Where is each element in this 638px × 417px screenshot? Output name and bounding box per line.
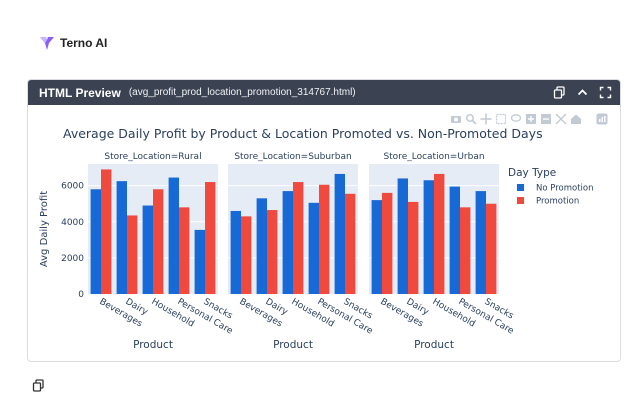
autoscale-icon[interactable] xyxy=(555,112,567,125)
legend-item: No Promotion xyxy=(536,184,594,194)
legend-swatch xyxy=(517,197,524,204)
bar-promotion xyxy=(179,207,190,294)
y-axis-label: Avg Daily Profit xyxy=(39,191,50,267)
bar-promotion xyxy=(382,192,393,294)
html-preview-panel: HTML Preview (avg_profit_prod_location_p… xyxy=(27,79,621,362)
brand-name: Terno AI xyxy=(60,36,108,50)
y-tick-label: 6000 xyxy=(61,182,84,192)
zoom-icon[interactable] xyxy=(465,112,477,125)
lasso-icon[interactable] xyxy=(510,112,522,124)
bar-no-promotion xyxy=(282,191,293,294)
plotly-logo-icon[interactable] xyxy=(596,112,608,125)
chart-title: Average Daily Profit by Product & Locati… xyxy=(63,126,543,141)
bar-no-promotion xyxy=(230,210,241,294)
bar-promotion xyxy=(101,169,112,294)
copy-icon[interactable] xyxy=(32,379,45,397)
bar-promotion xyxy=(486,203,497,294)
bar-no-promotion xyxy=(449,186,460,294)
zoom-out-icon[interactable] xyxy=(540,112,552,124)
legend-title: Day Type xyxy=(508,167,556,179)
facet-label: Store_Location=Suburban xyxy=(234,152,351,162)
copy-icon[interactable] xyxy=(553,86,566,99)
y-tick-label: 2000 xyxy=(61,254,84,264)
brand: Terno AI xyxy=(40,36,107,50)
bar-promotion xyxy=(345,193,356,294)
chevron-up-icon[interactable] xyxy=(576,86,589,99)
bar-promotion xyxy=(293,182,304,294)
pan-icon[interactable] xyxy=(480,112,492,125)
bar-chart: Average Daily Profit by Product & Locati… xyxy=(39,126,594,351)
bar-promotion xyxy=(434,173,445,294)
panel-title: HTML Preview xyxy=(39,85,121,100)
panel-header: HTML Preview (avg_profit_prod_location_p… xyxy=(28,80,620,105)
bar-promotion xyxy=(205,182,216,294)
bar-no-promotion xyxy=(475,191,486,294)
bar-promotion xyxy=(127,215,138,294)
legend-swatch xyxy=(517,184,524,191)
fullscreen-icon[interactable] xyxy=(599,86,612,99)
bar-no-promotion xyxy=(116,181,127,294)
terno-logo-icon xyxy=(40,36,54,50)
bar-promotion xyxy=(153,189,164,294)
facet-label: Store_Location=Rural xyxy=(104,152,201,162)
chart-modebar xyxy=(450,112,608,125)
panel-filename: (avg_profit_prod_location_promotion_3147… xyxy=(128,87,356,98)
bar-no-promotion xyxy=(397,178,408,294)
reset-axes-icon[interactable] xyxy=(570,112,582,124)
x-axis-label: Product xyxy=(273,339,313,351)
y-tick-label: 0 xyxy=(78,290,84,300)
camera-icon[interactable] xyxy=(450,112,462,124)
bar-no-promotion xyxy=(371,200,382,294)
x-axis-label: Product xyxy=(133,339,173,351)
x-axis-label: Product xyxy=(414,339,454,351)
box-select-icon[interactable] xyxy=(495,112,507,125)
chart-area: Average Daily Profit by Product & Locati… xyxy=(28,105,620,361)
modebar-spacer xyxy=(585,112,593,124)
bar-no-promotion xyxy=(142,205,153,294)
bar-no-promotion xyxy=(334,173,345,294)
panel-header-actions xyxy=(553,86,612,99)
bar-promotion xyxy=(267,210,278,294)
bar-promotion xyxy=(460,207,471,294)
y-tick-label: 4000 xyxy=(61,218,84,228)
bar-no-promotion xyxy=(256,198,267,294)
bar-no-promotion xyxy=(194,229,205,294)
bar-promotion xyxy=(408,201,419,294)
bar-promotion xyxy=(319,184,330,294)
bar-no-promotion xyxy=(90,189,101,294)
bar-no-promotion xyxy=(308,202,319,294)
bar-promotion xyxy=(241,216,252,294)
bar-no-promotion xyxy=(168,177,179,294)
legend-item: Promotion xyxy=(536,197,579,207)
bar-no-promotion xyxy=(423,180,434,294)
facet-label: Store_Location=Urban xyxy=(383,152,484,162)
zoom-in-icon[interactable] xyxy=(525,112,537,124)
